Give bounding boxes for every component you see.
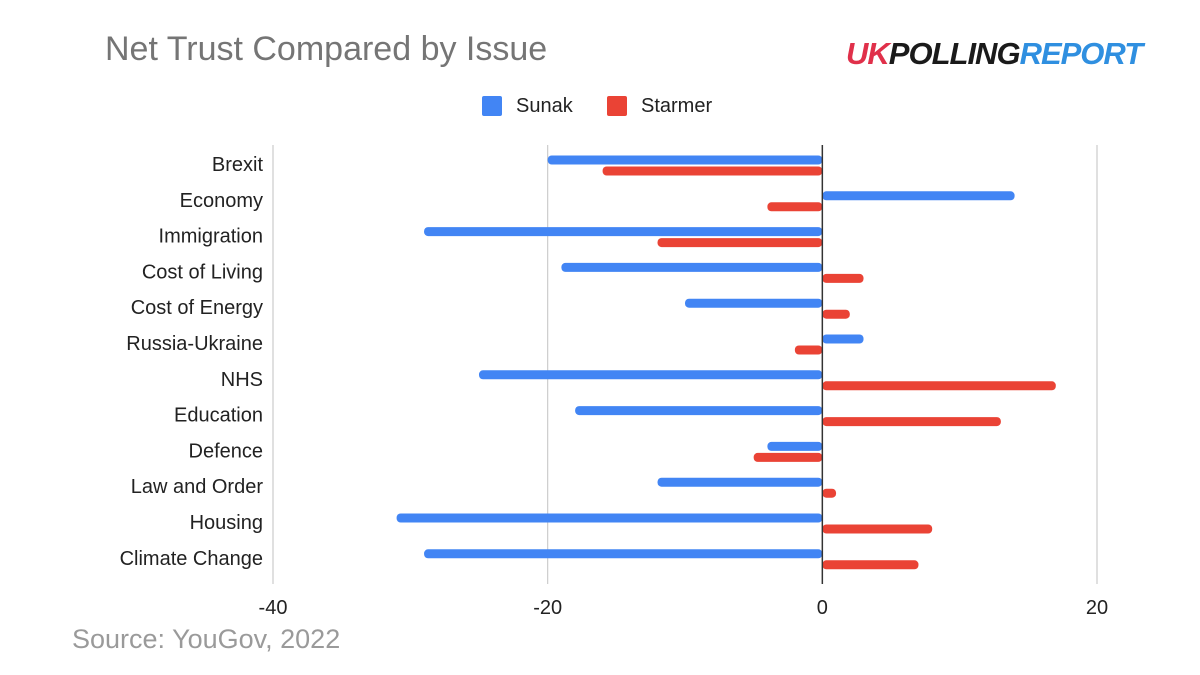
- bar-starmer-nhs: [822, 381, 1056, 391]
- x-tick-label: -40: [259, 597, 288, 619]
- bar-sunak-climate-change: [424, 549, 823, 559]
- category-label: Education: [174, 405, 263, 427]
- bar-starmer-housing: [822, 524, 933, 534]
- bar-starmer-immigration: [657, 238, 823, 248]
- bar-starmer-defence: [753, 452, 823, 462]
- bar-starmer-climate-change: [822, 560, 919, 570]
- bar-starmer-economy: [767, 202, 823, 212]
- logo-part-report: REPORT: [1019, 36, 1144, 71]
- bar-sunak-economy: [822, 191, 1015, 201]
- bar-starmer-law-and-order: [822, 488, 837, 498]
- x-tick-label: -20: [533, 597, 562, 619]
- x-tick-label: 0: [817, 597, 828, 619]
- bar-sunak-defence: [767, 441, 823, 451]
- bar-sunak-nhs: [479, 370, 823, 380]
- bar-sunak-housing: [396, 513, 823, 523]
- chart-legend: Sunak Starmer: [0, 92, 1200, 120]
- category-label: Housing: [190, 512, 263, 534]
- bar-starmer-cost-of-living: [822, 273, 864, 283]
- source-note: Source: YouGov, 2022: [72, 624, 341, 654]
- chart-title: Net Trust Compared by Issue: [105, 30, 548, 68]
- category-label: Cost of Living: [142, 261, 263, 283]
- logo-part-uk: UK: [846, 36, 890, 71]
- logo-part-polling: POLLING: [888, 36, 1021, 71]
- legend-item-starmer[interactable]: Starmer: [607, 92, 712, 120]
- bar-starmer-education: [822, 417, 1001, 427]
- bar-starmer-brexit: [602, 166, 823, 176]
- category-label: Cost of Energy: [131, 297, 263, 319]
- uk-polling-report-logo: UKPOLLINGREPORT: [846, 36, 1144, 72]
- category-label: Climate Change: [120, 548, 263, 570]
- category-label: Russia-Ukraine: [126, 333, 263, 355]
- bar-sunak-immigration: [424, 227, 823, 237]
- category-label: NHS: [221, 369, 263, 391]
- bar-sunak-law-and-order: [657, 477, 823, 487]
- bar-sunak-brexit: [547, 155, 823, 165]
- legend-swatch-starmer: [607, 96, 627, 116]
- category-label: Law and Order: [131, 476, 264, 498]
- bar-starmer-cost-of-energy: [822, 309, 850, 319]
- bar-sunak-russia-ukraine: [822, 334, 864, 344]
- bar-sunak-cost-of-energy: [685, 298, 823, 308]
- bar-starmer-russia-ukraine: [794, 345, 823, 355]
- category-label: Defence: [189, 440, 264, 462]
- legend-item-sunak[interactable]: Sunak: [482, 92, 573, 120]
- category-label: Economy: [180, 190, 263, 212]
- category-label: Brexit: [212, 154, 264, 176]
- category-label: Immigration: [159, 226, 263, 248]
- bar-sunak-education: [575, 406, 823, 416]
- legend-label-sunak: Sunak: [516, 94, 573, 117]
- bar-sunak-cost-of-living: [561, 262, 823, 272]
- x-tick-label: 20: [1086, 597, 1108, 619]
- legend-swatch-sunak: [482, 96, 502, 116]
- legend-label-starmer: Starmer: [641, 94, 713, 117]
